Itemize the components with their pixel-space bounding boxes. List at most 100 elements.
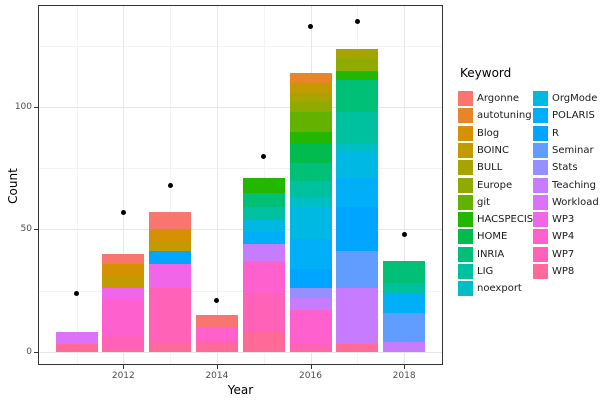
x-major-gridline xyxy=(216,5,218,365)
bar-segment-2016-HACSPECIS xyxy=(289,131,332,144)
y-minor-gridline xyxy=(38,168,443,170)
bar-segment-2017-OrgMode xyxy=(336,151,379,179)
bar-segment-2013-WP7 xyxy=(149,288,192,345)
bar-segment-2015-LIG xyxy=(242,207,285,220)
bar-segment-2012-Blog xyxy=(102,263,145,276)
bar-segment-2016-INRIA xyxy=(289,163,332,181)
x-axis-tick xyxy=(123,364,125,369)
legend-label-POLARIS: POLARIS xyxy=(552,110,595,122)
legend-swatch-BOINC xyxy=(458,142,473,158)
bar-segment-2014-WP4 xyxy=(195,327,238,340)
y-tick-label: 100 xyxy=(14,102,32,113)
x-axis-tick xyxy=(216,364,218,369)
data-point-2016 xyxy=(308,24,313,30)
data-point-2015 xyxy=(261,153,267,159)
legend-label-Europe: Europe xyxy=(477,179,513,191)
bar-segment-2017-R xyxy=(336,207,379,252)
bar-segment-2016-BOINC xyxy=(289,82,332,93)
bar-segment-2015-POLARIS xyxy=(242,231,285,245)
x-tick-label: 2018 xyxy=(392,371,416,381)
bar-segment-2011-WP8 xyxy=(55,344,98,352)
y-axis-tick xyxy=(34,107,38,109)
legend-label-BULL: BULL xyxy=(477,162,503,174)
y-major-gridline xyxy=(38,351,443,353)
bar-segment-2013-Blog xyxy=(149,229,192,242)
bar-segment-2013-BOINC xyxy=(149,241,192,252)
bar-segment-2017-HACSPECIS xyxy=(336,70,379,81)
bar-segment-2016-R xyxy=(289,268,332,289)
bar-segment-2016-noexport xyxy=(289,197,332,208)
bar-segment-2017-BULL xyxy=(336,48,379,59)
bar-segment-2012-BOINC xyxy=(102,275,145,289)
y-tick-label: 0 xyxy=(26,346,32,357)
legend-label-noexport: noexport xyxy=(477,283,522,295)
legend-swatch-Workload xyxy=(533,194,548,210)
legend-swatch-Argonne xyxy=(458,91,473,106)
bar-segment-2016-WP8 xyxy=(289,349,332,352)
legend-swatch-Blog xyxy=(458,125,473,141)
x-major-gridline xyxy=(123,5,125,365)
x-minor-gridline xyxy=(76,5,78,365)
legend-swatch-WP3 xyxy=(533,212,548,228)
data-point-2011 xyxy=(74,290,79,296)
bar-segment-2013-WP3 xyxy=(149,263,192,289)
x-major-gridline xyxy=(404,5,406,365)
bar-segment-2018-Seminar xyxy=(383,312,426,342)
legend-swatch-POLARIS xyxy=(533,108,548,124)
legend-swatch-Seminar xyxy=(533,142,548,158)
bar-segment-2016-BULL xyxy=(289,92,332,103)
legend-label-WP3: WP3 xyxy=(552,214,575,226)
legend-label-BOINC: BOINC xyxy=(477,144,509,156)
bar-segment-2015-WP4 xyxy=(242,261,285,294)
bar-segment-2012-WP3 xyxy=(102,288,145,301)
bar-segment-2017-noexport xyxy=(336,143,379,152)
y-axis-title: Count xyxy=(6,168,20,204)
legend-label-autotuning: autotuning xyxy=(477,110,532,122)
bar-segment-2015-OrgMode xyxy=(242,219,285,232)
y-axis-tick xyxy=(34,229,38,231)
legend-label-Workload: Workload xyxy=(552,196,599,208)
legend-label-git: git xyxy=(477,196,491,208)
legend-label-HACSPECIS: HACSPECIS xyxy=(477,214,534,226)
legend-label-WP7: WP7 xyxy=(552,248,575,260)
y-tick-label: 50 xyxy=(20,224,32,235)
legend-label-OrgMode: OrgMode xyxy=(552,93,598,104)
bar-segment-2016-WP4 xyxy=(289,310,332,345)
bar-segment-2014-WP7 xyxy=(195,339,238,345)
legend-swatch-WP4 xyxy=(533,229,548,245)
legend-swatch-OrgMode xyxy=(533,91,548,106)
legend-swatch-LIG xyxy=(458,264,473,279)
legend-swatch-Europe xyxy=(458,177,473,193)
legend-swatch-HACSPECIS xyxy=(458,212,473,228)
legend-swatch-BULL xyxy=(458,160,473,176)
bar-segment-2015-WP7 xyxy=(242,293,285,333)
bar-segment-2013-R xyxy=(149,251,192,264)
legend-label-WP4: WP4 xyxy=(552,231,575,243)
legend-swatch-Stats xyxy=(533,160,548,176)
x-tick-label: 2012 xyxy=(111,371,135,381)
x-tick-label: 2016 xyxy=(299,371,322,381)
bar-segment-2017-POLARIS xyxy=(336,178,379,208)
bar-segment-2016-HOME xyxy=(289,143,332,164)
bar-segment-2016-git xyxy=(289,112,332,132)
x-axis-tick xyxy=(404,364,406,369)
bar-segment-2012-WP4 xyxy=(102,300,145,335)
bar-segment-2016-OrgMode xyxy=(289,207,332,240)
y-minor-gridline xyxy=(38,290,443,292)
bar-segment-2018-Teaching xyxy=(383,341,426,352)
bar-segment-2015-WP8 xyxy=(242,332,285,352)
legend-swatch-noexport xyxy=(458,281,473,297)
legend-title: Keyword xyxy=(460,66,512,80)
legend-swatch-R xyxy=(533,125,548,141)
bar-segment-2016-autotuning xyxy=(289,73,332,83)
bar-segment-2014-Argonne xyxy=(195,315,238,328)
legend-label-Seminar: Seminar xyxy=(552,144,594,156)
legend-label-Stats: Stats xyxy=(552,162,578,174)
bar-segment-2016-Europe xyxy=(289,102,332,113)
legend-swatch-WP7 xyxy=(533,246,548,262)
bar-segment-2016-WP7 xyxy=(289,344,332,350)
bar-segment-2017-WP8 xyxy=(336,344,379,352)
legend-swatch-INRIA xyxy=(458,246,473,262)
bar-segment-2012-WP7 xyxy=(102,334,145,350)
